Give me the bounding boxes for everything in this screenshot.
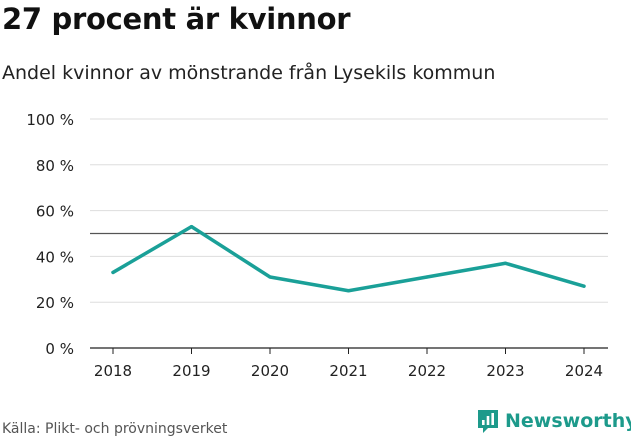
data-point bbox=[111, 270, 115, 275]
chart-title: 27 procent är kvinnor bbox=[2, 2, 351, 36]
brand-name: Newsworthy bbox=[505, 410, 631, 432]
data-point bbox=[268, 275, 272, 279]
data-point bbox=[346, 289, 351, 293]
x-tick-label: 2024 bbox=[565, 362, 603, 380]
x-tick-label: 2018 bbox=[94, 362, 132, 380]
x-tick-label: 2020 bbox=[251, 362, 289, 380]
y-tick-label: 40 % bbox=[36, 248, 74, 266]
x-tick-label: 2022 bbox=[408, 362, 446, 380]
data-point bbox=[425, 275, 429, 279]
chart-subtitle: Andel kvinnor av mönstrande från Lysekil… bbox=[2, 62, 496, 84]
x-tick-label: 2021 bbox=[329, 362, 367, 380]
y-tick-label: 100 % bbox=[26, 111, 74, 129]
y-tick-label: 80 % bbox=[36, 157, 74, 175]
source-note: Källa: Plikt- och prövningsverket bbox=[2, 421, 228, 437]
bar-chart-icon bbox=[478, 410, 498, 433]
y-tick-label: 20 % bbox=[36, 294, 74, 312]
brand-logo: Newsworthy bbox=[476, 408, 631, 434]
series-line bbox=[111, 224, 586, 293]
y-tick-label: 60 % bbox=[36, 203, 74, 221]
data-point bbox=[189, 225, 194, 229]
x-tick-label: 2023 bbox=[486, 362, 524, 380]
data-point bbox=[582, 284, 586, 288]
data-point bbox=[503, 261, 508, 265]
x-tick-label: 2019 bbox=[172, 362, 210, 380]
y-tick-label: 0 % bbox=[45, 340, 74, 358]
